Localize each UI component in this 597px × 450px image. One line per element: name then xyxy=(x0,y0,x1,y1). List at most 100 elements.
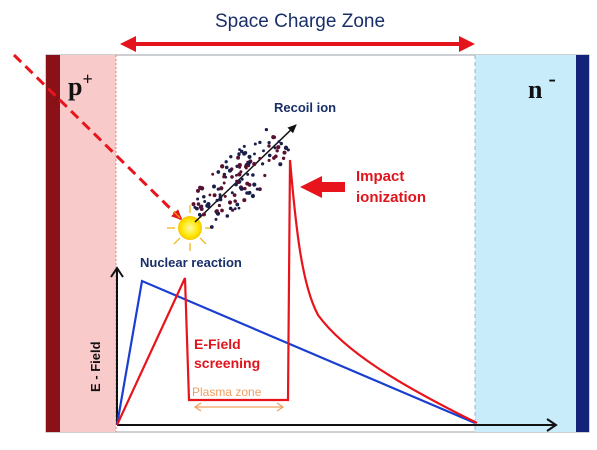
charge-dot xyxy=(244,166,248,170)
charge-dot xyxy=(243,186,247,191)
charge-dot xyxy=(220,164,225,169)
charge-dot xyxy=(281,156,286,161)
n-region xyxy=(475,55,576,432)
charge-dot xyxy=(267,153,272,158)
charge-cloud xyxy=(191,127,290,229)
charge-dot xyxy=(273,154,278,159)
charge-dot xyxy=(237,163,242,168)
charge-dot xyxy=(224,165,229,170)
charge-dot xyxy=(235,202,240,207)
charge-dot xyxy=(240,177,244,181)
charge-dot xyxy=(262,149,265,153)
efield-screening-label-1: E-Field xyxy=(194,336,241,352)
efield-unperturbed-curve xyxy=(115,279,476,426)
charge-dot xyxy=(234,173,238,177)
efield-perturbed-curve xyxy=(116,159,478,426)
charge-dot xyxy=(219,186,224,191)
charge-dot xyxy=(252,161,257,167)
p-contact xyxy=(46,55,60,432)
charge-dot xyxy=(196,197,200,201)
charge-dot xyxy=(242,144,246,148)
charge-dot xyxy=(220,208,224,213)
charge-dot xyxy=(196,202,201,206)
charge-dot xyxy=(215,198,219,203)
charge-dot xyxy=(211,172,215,176)
charge-dot xyxy=(279,141,283,146)
charge-dot xyxy=(237,172,242,177)
charge-dot xyxy=(246,172,250,176)
charge-dot xyxy=(236,181,240,185)
charge-dot xyxy=(237,153,241,157)
charge-dot xyxy=(215,209,219,213)
charge-dot xyxy=(232,193,237,197)
impact-ionization-label-1: Impact xyxy=(356,168,404,185)
nuclear-reaction-label: Nuclear reaction xyxy=(140,255,242,270)
charge-dot xyxy=(246,160,251,166)
charge-dot xyxy=(208,193,212,197)
charge-dot xyxy=(229,155,233,159)
charge-dot xyxy=(196,188,200,193)
charge-dot xyxy=(258,156,262,160)
charge-dot xyxy=(218,193,222,197)
charge-dot xyxy=(217,203,221,208)
impact-ionization-label-2: ionization xyxy=(356,189,426,206)
charge-dot xyxy=(223,194,227,198)
charge-dot xyxy=(267,144,271,148)
title: Space Charge Zone xyxy=(215,11,385,32)
charge-dot xyxy=(216,187,220,191)
charge-dot xyxy=(224,160,228,164)
charge-dot xyxy=(225,214,230,218)
charge-dot xyxy=(286,148,290,152)
charge-dot xyxy=(277,140,281,143)
charge-dot xyxy=(239,149,244,154)
charge-dot xyxy=(212,193,217,198)
charge-dot xyxy=(260,162,265,166)
incoming-particle-arrow xyxy=(12,53,183,221)
charge-dot xyxy=(230,191,234,195)
p-region xyxy=(60,55,116,432)
charge-dot xyxy=(264,127,269,132)
charge-dot xyxy=(233,199,237,203)
charge-dot xyxy=(273,146,277,150)
charge-dot xyxy=(205,203,210,208)
charge-dot xyxy=(247,183,252,187)
recoil-ion-label: Recoil ion xyxy=(274,100,336,115)
charge-dot xyxy=(198,205,203,209)
charge-dot xyxy=(283,145,289,150)
charge-dot xyxy=(212,184,216,189)
charge-dot xyxy=(227,200,233,205)
charge-dot xyxy=(242,198,247,203)
n-contact xyxy=(576,55,589,432)
space-charge-arrow xyxy=(120,36,475,52)
charge-dot xyxy=(267,141,271,145)
charge-dot xyxy=(263,173,267,178)
plasma-zone-label: Plasma zone xyxy=(192,385,262,399)
charge-dot xyxy=(247,191,251,195)
charge-dot xyxy=(222,175,226,179)
charge-dot xyxy=(271,134,276,140)
charge-dot xyxy=(276,145,281,150)
charge-dot xyxy=(191,202,196,207)
impact-ionization-arrow xyxy=(300,176,345,198)
charge-dot xyxy=(275,149,279,153)
charge-dot xyxy=(258,140,262,145)
charge-dot xyxy=(242,151,247,156)
charge-dot xyxy=(218,197,223,202)
axes xyxy=(110,266,558,432)
charge-dot xyxy=(193,205,197,209)
charge-dot xyxy=(202,194,206,199)
charge-dot xyxy=(209,225,214,229)
charge-dot xyxy=(247,154,252,159)
charge-dot xyxy=(255,187,259,191)
charge-dot xyxy=(252,182,257,187)
charge-dot xyxy=(238,148,241,151)
charge-dot xyxy=(253,152,256,156)
p-region-label: p+ xyxy=(68,69,93,101)
efield-screening-label-2: screening xyxy=(194,355,260,371)
charge-dot xyxy=(267,158,271,162)
charge-dot xyxy=(231,208,235,212)
charge-dot xyxy=(278,162,283,167)
n-region-label: n- xyxy=(528,66,556,104)
charge-dot xyxy=(203,200,207,203)
